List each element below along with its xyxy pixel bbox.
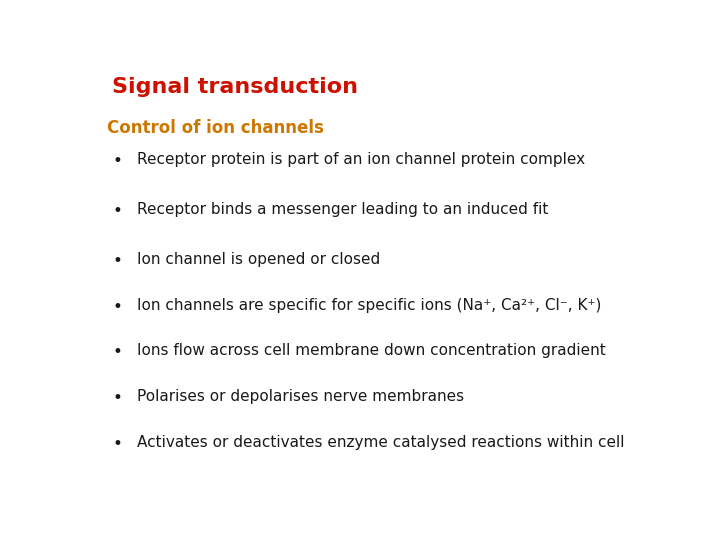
Text: Ion channel is opened or closed: Ion channel is opened or closed bbox=[138, 252, 381, 267]
Text: Control of ion channels: Control of ion channels bbox=[107, 119, 323, 137]
Text: Receptor binds a messenger leading to an induced fit: Receptor binds a messenger leading to an… bbox=[138, 202, 549, 217]
Text: •: • bbox=[112, 389, 122, 407]
Text: •: • bbox=[112, 435, 122, 453]
Text: Receptor protein is part of an ion channel protein complex: Receptor protein is part of an ion chann… bbox=[138, 152, 585, 167]
Text: •: • bbox=[112, 298, 122, 316]
Text: •: • bbox=[112, 343, 122, 361]
Text: Polarises or depolarises nerve membranes: Polarises or depolarises nerve membranes bbox=[138, 389, 464, 404]
Text: Activates or deactivates enzyme catalysed reactions within cell: Activates or deactivates enzyme catalyse… bbox=[138, 435, 625, 450]
Text: •: • bbox=[112, 202, 122, 220]
Text: Signal transduction: Signal transduction bbox=[112, 77, 359, 97]
Text: Ion channels are specific for specific ions (Na⁺, Ca²⁺, Cl⁻, K⁺): Ion channels are specific for specific i… bbox=[138, 298, 602, 313]
Text: •: • bbox=[112, 252, 122, 270]
Text: •: • bbox=[112, 152, 122, 170]
Text: Ions flow across cell membrane down concentration gradient: Ions flow across cell membrane down conc… bbox=[138, 343, 606, 359]
